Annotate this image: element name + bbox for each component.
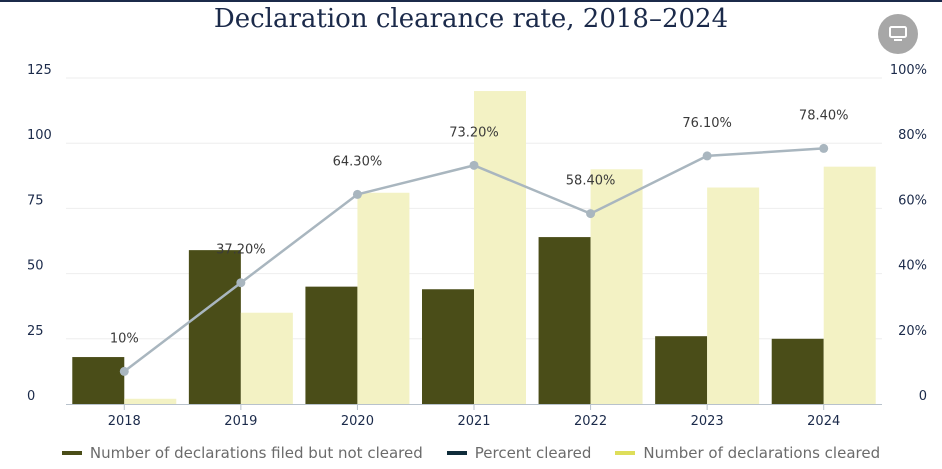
y-right-tick-label: 60%	[898, 193, 927, 208]
point-percent-cleared	[469, 160, 479, 170]
y-left-tick-label: 50	[27, 259, 44, 274]
point-percent-cleared	[586, 209, 596, 219]
chart-title: Declaration clearance rate, 2018–2024	[213, 4, 729, 34]
legend-item-cleared[interactable]: Number of declarations cleared	[615, 444, 880, 462]
bar-cleared	[823, 166, 876, 404]
bar-cleared	[357, 192, 410, 404]
y-left-tick-label: 0	[27, 389, 35, 404]
legend: Number of declarations filed but not cle…	[0, 444, 942, 462]
data-label-percent: 78.40%	[799, 108, 849, 123]
x-tick-label: 2018	[108, 414, 141, 429]
x-tick-label: 2019	[224, 414, 257, 429]
x-tick-label: 2024	[807, 414, 840, 429]
legend-item-percent-cleared[interactable]: Percent cleared	[446, 444, 592, 462]
y-left-tick-label: 25	[27, 324, 44, 339]
y-right-tick-label: 100%	[890, 63, 927, 78]
bar-cleared	[590, 169, 643, 404]
y-left-tick-label: 125	[27, 63, 52, 78]
bar-not-cleared	[538, 237, 591, 404]
legend-item-not-cleared[interactable]: Number of declarations filed but not cle…	[61, 444, 423, 462]
y-right-tick-label: 0	[919, 389, 927, 404]
y-right-tick-label: 20%	[898, 324, 927, 339]
x-tick-label: 2023	[691, 414, 724, 429]
y-left-tick-label: 75	[27, 193, 44, 208]
screen-icon	[889, 26, 907, 41]
bar-not-cleared	[771, 338, 824, 404]
data-label-percent: 37.20%	[216, 243, 266, 258]
chart-menu-button[interactable]	[878, 14, 918, 54]
bar-not-cleared	[422, 289, 474, 404]
y-right-tick-label: 80%	[898, 128, 927, 143]
legend-label-not-cleared: Number of declarations filed but not cle…	[89, 444, 423, 462]
data-label-percent: 10%	[110, 331, 139, 346]
y-right-tick-label: 40%	[898, 259, 927, 274]
top-rule	[0, 0, 942, 2]
legend-swatch-not-cleared	[61, 451, 82, 455]
bar-not-cleared	[305, 286, 358, 404]
point-percent-cleared	[702, 151, 712, 161]
legend-label-percent-cleared: Percent cleared	[474, 444, 592, 462]
x-tick-label: 2021	[457, 414, 490, 429]
point-percent-cleared	[236, 278, 246, 288]
legend-swatch-cleared	[615, 451, 636, 455]
bar-not-cleared	[72, 357, 125, 404]
data-label-percent: 64.30%	[333, 154, 383, 169]
point-percent-cleared	[119, 366, 129, 376]
y-left-tick-label: 100	[27, 128, 52, 143]
data-label-percent: 58.40%	[566, 174, 616, 189]
legend-swatch-percent-cleared	[446, 451, 467, 455]
point-percent-cleared	[352, 189, 362, 199]
bar-cleared	[240, 312, 293, 404]
data-label-percent: 76.10%	[682, 116, 732, 131]
legend-label-cleared: Number of declarations cleared	[643, 444, 881, 462]
x-tick-label: 2020	[341, 414, 374, 429]
bar-not-cleared	[655, 336, 708, 404]
bar-cleared	[474, 91, 526, 404]
x-tick-label: 2022	[574, 414, 607, 429]
bar-cleared	[707, 187, 760, 404]
chart-plot: 0 25 50 75 100 125 0 20% 40% 60% 80% 100% 2018 2019 20…	[27, 63, 927, 429]
bar-cleared	[124, 398, 177, 404]
point-percent-cleared	[819, 143, 829, 153]
bar-not-cleared	[188, 250, 241, 404]
data-label-percent: 73.20%	[449, 125, 499, 140]
